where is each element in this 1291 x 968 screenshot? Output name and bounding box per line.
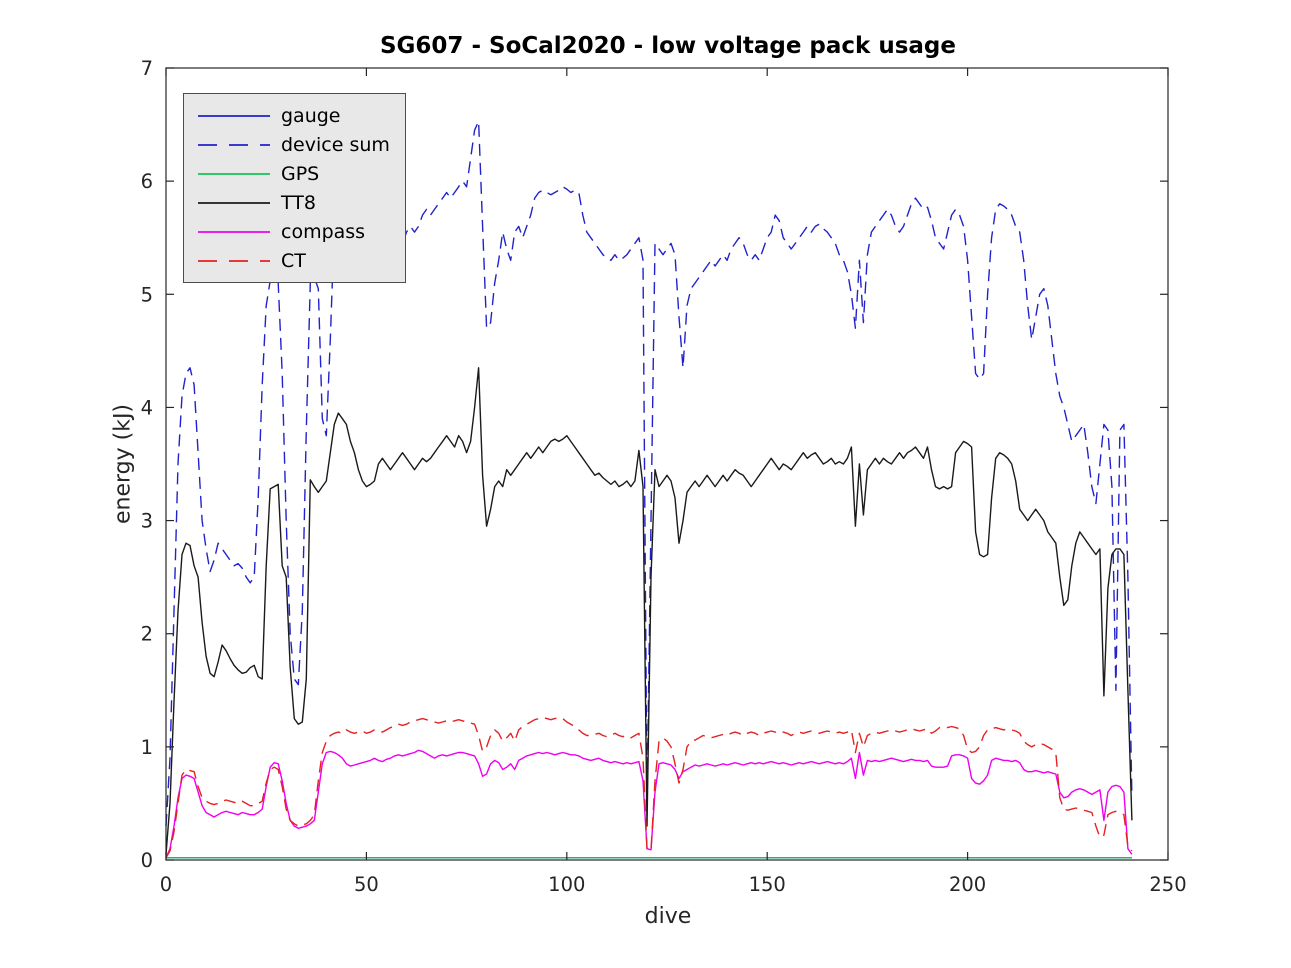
legend-line-sample: [198, 114, 270, 117]
y-tick-label: 5: [141, 283, 153, 306]
legend-item-gps: GPS: [198, 159, 392, 188]
series-line-device-sum: [165, 120, 1133, 827]
y-tick-label: 7: [141, 57, 153, 80]
axes-frame: [165, 67, 1169, 861]
x-tick-label: 200: [949, 873, 986, 896]
legend-item-ct: CT: [198, 246, 392, 275]
legend-label: gauge: [281, 104, 341, 127]
legend-item-device-sum: device sum: [198, 130, 392, 159]
legend-line-sample: [198, 259, 270, 262]
legend-item-gauge: gauge: [198, 101, 392, 130]
y-tick-label: 1: [141, 736, 153, 759]
y-tick-label: 0: [141, 849, 153, 872]
y-tick-label: 4: [141, 396, 153, 419]
series-line-tt8: [165, 367, 1133, 855]
legend-label: device sum: [281, 133, 390, 156]
series-line-compass: [165, 749, 1133, 858]
y-tick-label: 3: [141, 510, 153, 533]
legend-label: TT8: [281, 191, 316, 214]
legend-line-sample: [198, 201, 270, 204]
legend: gauge device sum GPS TT8 compass CT: [183, 93, 406, 283]
x-tick-label: 50: [354, 873, 379, 896]
legend-item-tt8: TT8: [198, 188, 392, 217]
x-axis-label: dive: [644, 904, 692, 929]
legend-line-sample: [198, 143, 270, 146]
chart-title: SG607 - SoCal2020 - low voltage pack usa…: [379, 33, 956, 59]
x-tick-label: 0: [160, 873, 172, 896]
legend-label: GPS: [281, 162, 320, 185]
x-tick-label: 250: [1149, 873, 1186, 896]
y-tick-label: 6: [141, 170, 153, 193]
x-tick-label: 100: [548, 873, 585, 896]
series-line-ct: [165, 716, 1133, 859]
legend-line-sample: [198, 230, 270, 233]
legend-line-sample: [198, 172, 270, 175]
x-tick-label: 150: [749, 873, 786, 896]
legend-label: CT: [281, 249, 306, 272]
legend-label: compass: [281, 220, 366, 243]
y-tick-label: 2: [141, 623, 153, 646]
y-axis-label: energy (kJ): [110, 403, 136, 525]
legend-item-compass: compass: [198, 217, 392, 246]
